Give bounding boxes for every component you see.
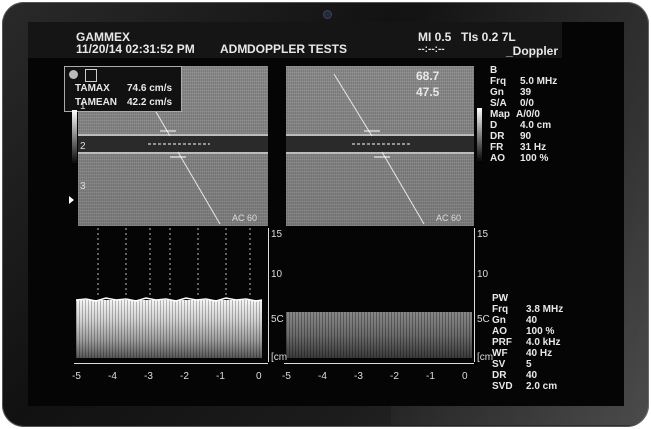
tamax-label: TAMAX <box>75 83 110 94</box>
bmode-image-right[interactable]: AC 60 <box>286 66 474 226</box>
time-tick-right: -5 <box>282 371 291 382</box>
param-value: 5 <box>526 359 532 370</box>
param-label: D <box>490 120 498 131</box>
param-label: Gn <box>492 315 506 326</box>
header-power-panel <box>412 22 562 58</box>
time-tick-left: -5 <box>72 371 81 382</box>
time-axis-right <box>284 363 474 364</box>
tis-label: TIs 0.2 7L <box>461 30 516 44</box>
param-label: AO <box>492 326 507 337</box>
doppler-mode-icon <box>85 69 97 82</box>
velocity-value-2: 47.5 <box>416 85 440 99</box>
param-label: PW <box>492 293 509 304</box>
doppler-spectrum-left[interactable] <box>76 228 268 362</box>
param-label: WF <box>492 348 508 359</box>
velocity-label-50: 5C <box>271 314 284 325</box>
param-value: 31 Hz <box>520 142 547 153</box>
velocity-axis-left <box>268 228 269 362</box>
grayscale-bar-right <box>477 108 482 163</box>
grayscale-bar-left <box>72 110 77 165</box>
tamean-value: 42.2 cm/s <box>127 97 173 108</box>
focus-marker-icon <box>69 196 74 204</box>
param-label: DR <box>490 131 505 142</box>
doppler-cursor-right <box>333 73 425 225</box>
header-exam-panel <box>244 22 412 58</box>
brand-label: GAMMEX <box>76 30 130 44</box>
time-tick-left: 0 <box>256 371 262 382</box>
param-value: 4.0 kHz <box>526 337 561 348</box>
depth-label-3: 3 <box>80 181 86 192</box>
param-value: 40 Hz <box>526 348 553 359</box>
param-value: 4.0 cm <box>520 120 552 131</box>
time-tick-right: -2 <box>390 371 399 382</box>
param-value: 40 <box>526 315 538 326</box>
header-info-panel <box>28 22 244 58</box>
param-value: 2.0 cm <box>526 381 558 392</box>
time-tick-right: -1 <box>426 371 435 382</box>
time-axis-left <box>74 363 268 364</box>
camera-icon <box>323 10 332 19</box>
param-value: 5.0 MHz <box>520 76 558 87</box>
param-label: S/A <box>490 98 507 109</box>
time-tick-left: -1 <box>216 371 225 382</box>
param-value: 0/0 <box>520 98 534 109</box>
record-icon <box>69 70 78 79</box>
param-label: Map <box>490 109 510 120</box>
param-value: 40 <box>526 370 538 381</box>
velocity-label-50-right: 5C <box>477 314 490 325</box>
param-label: Gn <box>490 87 504 98</box>
param-label: Frq <box>492 304 509 315</box>
param-label: AO <box>490 153 505 164</box>
velocity-label-10: 10 <box>271 269 283 280</box>
angle-label-left: AC 60 <box>232 213 258 223</box>
angle-label-right: AC 60 <box>436 213 462 223</box>
time-tick-left: -4 <box>108 371 117 382</box>
velocity-label-15: 15 <box>271 229 283 240</box>
velocity-unit-label-right: [cm <box>477 352 494 363</box>
datetime-label: 11/20/14 02:31:52 PM <box>76 42 195 56</box>
mi-label: MI 0.5 <box>418 30 452 44</box>
param-value: 90 <box>520 131 532 142</box>
param-value: 39 <box>520 87 532 98</box>
param-value: A/0/0 <box>516 109 540 120</box>
preset-label: _Doppler <box>506 44 559 58</box>
param-label: FR <box>490 142 504 153</box>
param-label: Frq <box>490 76 507 87</box>
time-tick-left: -2 <box>180 371 189 382</box>
time-tick-right: 0 <box>462 371 468 382</box>
param-label: SV <box>492 359 506 370</box>
param-label: PRF <box>492 337 512 348</box>
doppler-spectrum-right[interactable] <box>286 228 478 362</box>
param-label: DR <box>492 370 507 381</box>
depth-label-1: 1 <box>80 101 86 112</box>
param-label: B <box>490 65 498 76</box>
tamean-label: TAMEAN <box>75 97 118 108</box>
param-label: SVD <box>492 381 513 392</box>
param-value: 100 % <box>520 153 549 164</box>
velocity-unit-label: [cm <box>271 352 288 363</box>
time-tick-right: -4 <box>318 371 327 382</box>
tamax-value: 74.6 cm/s <box>127 83 173 94</box>
exam-title: DOPPLER TESTS <box>247 42 348 56</box>
velocity-label-10-right: 10 <box>477 269 489 280</box>
velocity-axis-right <box>474 228 475 362</box>
depth-label-2: 2 <box>80 141 86 152</box>
time-tick-right: -3 <box>354 371 363 382</box>
param-value: 100 % <box>526 326 555 337</box>
velocity-label-15-right: 15 <box>477 229 489 240</box>
time-tick-left: -3 <box>144 371 153 382</box>
velocity-value-1: 68.7 <box>416 69 440 83</box>
time-dashes: --:--:-- <box>418 44 445 55</box>
param-value: 3.8 MHz <box>526 304 564 315</box>
measurement-box: TAMAX 74.6 cm/s TAMEAN 42.2 cm/s <box>64 66 182 112</box>
ultrasound-screen: GAMMEX 11/20/14 02:31:52 PM ADM DOPPLER … <box>28 22 624 406</box>
user-label: ADM <box>220 42 248 56</box>
